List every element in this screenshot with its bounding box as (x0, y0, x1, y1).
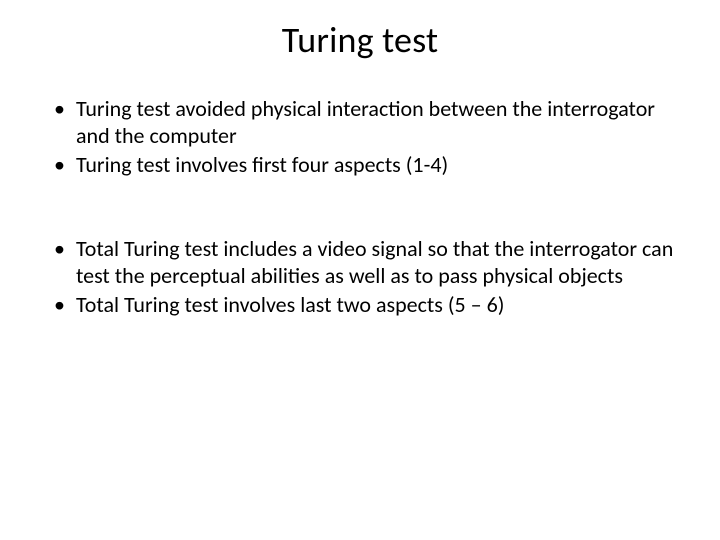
bullet-text: Total Turing test includes a video signa… (76, 235, 678, 289)
bullet-text: Total Turing test involves last two aspe… (76, 291, 504, 318)
slide-title: Turing test (42, 18, 678, 62)
slide: Turing test Turing test avoided physical… (0, 0, 720, 540)
bullet-text: Turing test involves first four aspects … (76, 151, 448, 178)
bullet-text: Turing test avoided physical interaction… (76, 95, 660, 149)
block-gap (42, 180, 678, 236)
bullet-block-1: Turing test avoided physical interaction… (42, 96, 678, 178)
list-item: Total Turing test involves last two aspe… (52, 292, 678, 319)
list-item: Total Turing test includes a video signa… (52, 236, 678, 290)
list-item: Turing test avoided physical interaction… (52, 96, 678, 150)
bullet-block-2: Total Turing test includes a video signa… (42, 236, 678, 318)
list-item: Turing test involves first four aspects … (52, 152, 678, 179)
